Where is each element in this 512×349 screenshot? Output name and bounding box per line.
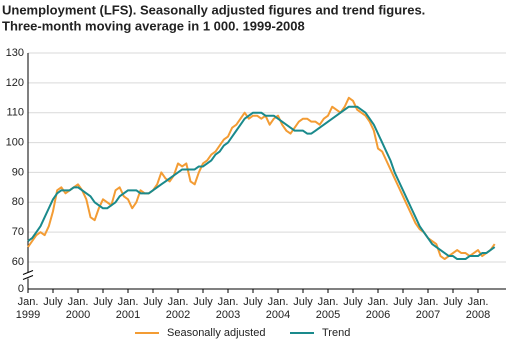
x-tick-label: Jan. <box>218 296 239 308</box>
axis-break-mark <box>22 275 34 280</box>
y-tick-label: 100 <box>6 136 24 148</box>
axis-break <box>23 272 33 279</box>
x-year-label: 2008 <box>466 309 490 321</box>
x-tick-label: July <box>143 296 163 308</box>
x-tick-label: Jan. <box>268 296 289 308</box>
legend-label: Trend <box>322 327 350 339</box>
y-tick-label: 130 <box>6 47 24 59</box>
x-year-label: 2004 <box>266 309 290 321</box>
x-year-label: 2007 <box>416 309 440 321</box>
y-tick-label: 110 <box>6 107 24 119</box>
y-tick-label: 120 <box>6 77 24 89</box>
chart-title: Unemployment (LFS). Seasonally adjusted … <box>2 2 425 17</box>
x-tick-label: Jan. <box>18 296 39 308</box>
x-tick-label: Jan. <box>468 296 489 308</box>
y-tick-label: 70 <box>12 226 24 238</box>
x-tick-label: July <box>293 296 313 308</box>
chart-subtitle: Three-month moving average in 1 000. 199… <box>2 18 305 33</box>
series-line <box>27 105 496 261</box>
x-tick-label: Jan. <box>418 296 439 308</box>
x-year-label: 2005 <box>316 309 340 321</box>
legend-label: Seasonally adjusted <box>167 327 265 339</box>
x-tick-label: July <box>93 296 113 308</box>
y-tick-label: 80 <box>12 196 24 208</box>
series-line <box>27 96 496 261</box>
x-tick-label: July <box>443 296 463 308</box>
x-year-label: 1999 <box>16 309 40 321</box>
x-year-label: 2006 <box>366 309 390 321</box>
x-tick-label: July <box>193 296 213 308</box>
x-year-label: 2001 <box>116 309 140 321</box>
x-tick-label: Jan. <box>168 296 189 308</box>
x-year-label: 2002 <box>166 309 190 321</box>
x-year-label: 2000 <box>66 309 90 321</box>
y-tick-label: 0 <box>18 283 24 295</box>
x-tick-label: July <box>43 296 63 308</box>
x-tick-label: July <box>393 296 413 308</box>
x-year-label: 2003 <box>216 309 240 321</box>
x-tick-label: Jan. <box>118 296 139 308</box>
x-tick-label: Jan. <box>368 296 389 308</box>
x-tick-label: Jan. <box>68 296 89 308</box>
axis-break-mark <box>22 270 34 275</box>
x-tick-label: July <box>343 296 363 308</box>
y-tick-label: 60 <box>12 256 24 268</box>
y-tick-label: 90 <box>12 166 24 178</box>
x-tick-label: July <box>243 296 263 308</box>
x-tick-label: Jan. <box>318 296 339 308</box>
